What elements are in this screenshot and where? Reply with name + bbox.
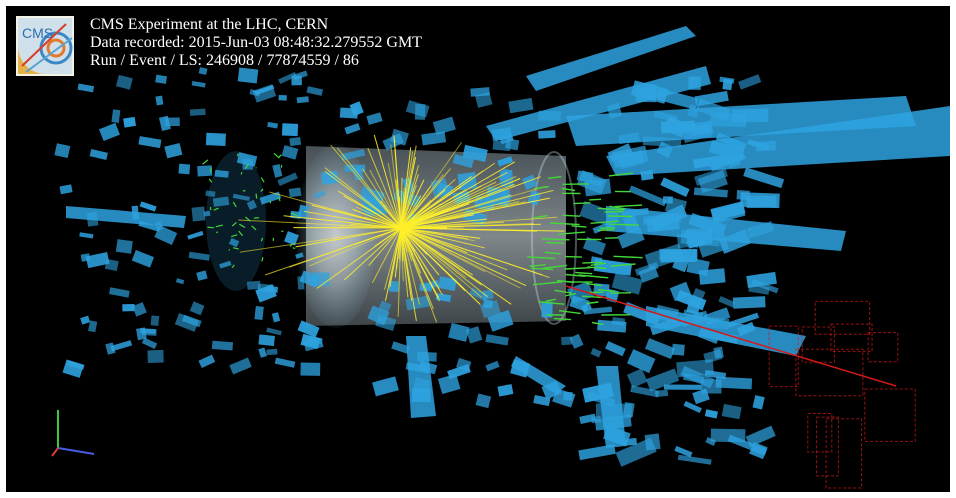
- run-event-ls: Run / Event / LS: 246908 / 77874559 / 86: [90, 52, 359, 69]
- cms-logo-icon: CMS: [16, 16, 74, 76]
- muon-chambers: [565, 285, 916, 489]
- particle-tracks: [202, 134, 643, 326]
- event-info: CMS Experiment at the LHC, CERN Data rec…: [90, 16, 422, 70]
- recorded-timestamp: Data recorded: 2015-Jun-03 08:48:32.2795…: [90, 34, 422, 51]
- logo-text: CMS: [22, 25, 53, 41]
- coordinate-axes-icon: [51, 410, 95, 457]
- event-display: CMS CMS Experiment at the LHC, CERN Data…: [6, 6, 950, 492]
- event-display-scene: [54, 26, 950, 489]
- experiment-title: CMS Experiment at the LHC, CERN: [90, 16, 329, 33]
